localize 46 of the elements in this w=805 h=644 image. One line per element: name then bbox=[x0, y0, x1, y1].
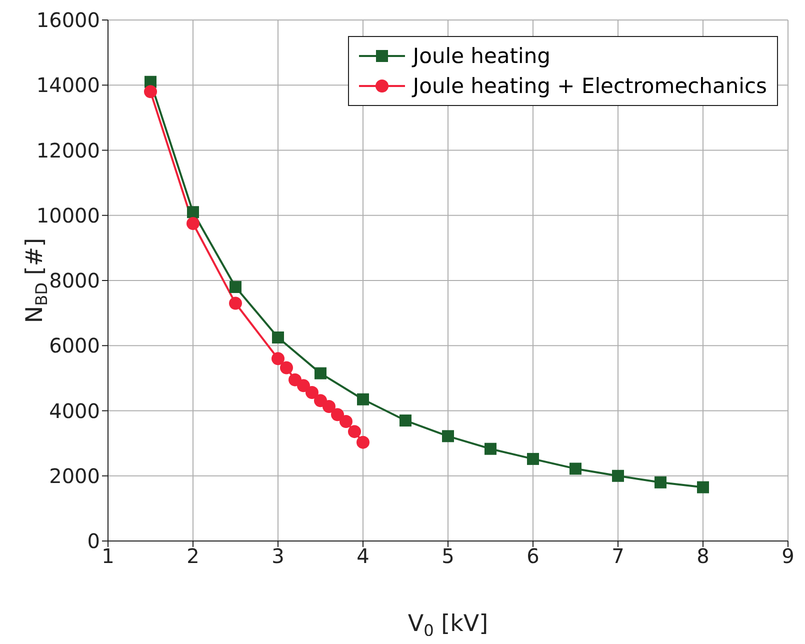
x-tick-label: 5 bbox=[442, 544, 454, 568]
legend-label: Joule heating bbox=[412, 43, 550, 70]
y-tick-label: 16000 bbox=[36, 8, 100, 32]
y-tick-label: 6000 bbox=[49, 334, 100, 358]
point bbox=[186, 217, 200, 230]
y-tick-label: 10000 bbox=[36, 203, 100, 228]
legend-label: Joule heating + Electromechanics bbox=[412, 73, 767, 100]
point bbox=[322, 400, 336, 414]
point bbox=[144, 85, 157, 98]
point bbox=[654, 476, 666, 488]
point bbox=[357, 393, 369, 406]
point bbox=[697, 481, 709, 494]
x-tick-label: 8 bbox=[696, 544, 710, 568]
point bbox=[612, 470, 624, 482]
y-tick-label: 2000 bbox=[49, 464, 100, 488]
x-axis-title: V$_{0}$ [kV] bbox=[408, 611, 488, 640]
x-tick-label: 9 bbox=[782, 544, 794, 568]
point bbox=[306, 386, 318, 400]
point bbox=[280, 361, 293, 374]
y-tick-label: 8000 bbox=[49, 268, 100, 293]
x-tick-label: 3 bbox=[272, 544, 284, 568]
x-tick-label: 7 bbox=[612, 544, 624, 568]
y-tick-label: 0 bbox=[87, 529, 100, 554]
x-tick-label: 6 bbox=[526, 544, 540, 568]
point bbox=[331, 408, 344, 422]
point bbox=[484, 442, 496, 455]
point bbox=[272, 331, 284, 344]
y-tick-label: 4000 bbox=[49, 398, 100, 423]
point bbox=[400, 414, 412, 427]
x-tick-label: 1 bbox=[102, 544, 114, 568]
point bbox=[527, 452, 539, 465]
y-tick-label: 14000 bbox=[36, 73, 100, 98]
point bbox=[187, 206, 199, 218]
point bbox=[348, 425, 361, 438]
point bbox=[314, 367, 326, 380]
point bbox=[230, 281, 242, 294]
point bbox=[442, 430, 454, 442]
point bbox=[297, 379, 310, 392]
point bbox=[356, 436, 370, 449]
point bbox=[340, 414, 352, 428]
y-tick-label: 12000 bbox=[36, 138, 100, 162]
point bbox=[229, 296, 242, 310]
point bbox=[272, 352, 284, 366]
point bbox=[570, 462, 582, 475]
x-tick-label: 2 bbox=[186, 544, 200, 568]
x-tick-label: 4 bbox=[356, 544, 370, 568]
